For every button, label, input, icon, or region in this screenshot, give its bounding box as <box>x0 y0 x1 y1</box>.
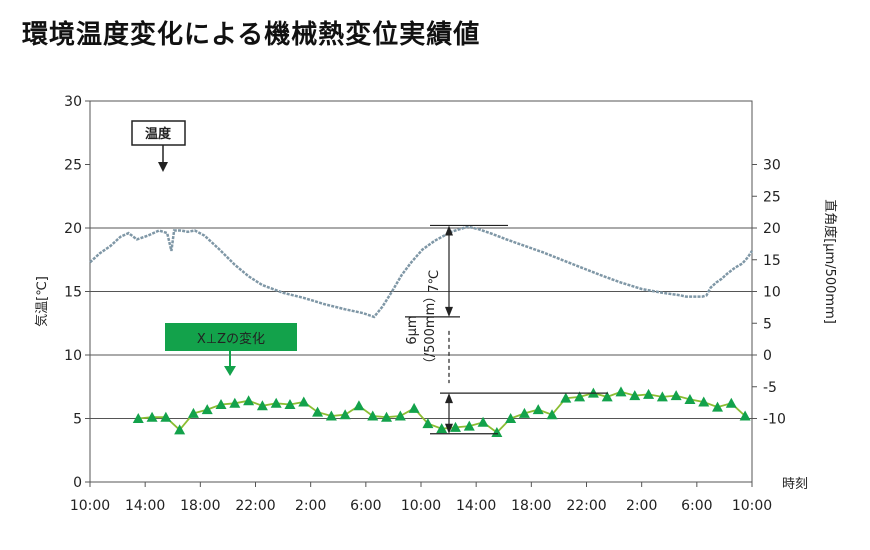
left-tick-label: 25 <box>64 158 82 174</box>
xz-data-point <box>256 400 268 411</box>
xz-data-point <box>243 395 255 406</box>
xz-data-point <box>491 426 503 437</box>
delta-disp-label-2: （/500mm） <box>423 290 438 371</box>
xz-data-point <box>684 393 696 404</box>
x-tick-label: 14:00 <box>456 498 496 514</box>
xz-data-point <box>132 413 144 423</box>
y-right-axis-label: 直角度[μm/500mm] <box>822 199 838 324</box>
xz-data-point <box>325 410 337 421</box>
xz-data-point <box>463 420 475 431</box>
delta-temp-label: 7℃ <box>427 270 442 293</box>
left-tick-label: 30 <box>64 94 82 110</box>
left-tick-label: 10 <box>64 348 82 364</box>
xz-data-point <box>146 411 158 422</box>
delta-temp-arrow-up <box>445 225 453 236</box>
xz-data-point <box>574 391 586 402</box>
xz-data-point <box>739 410 751 421</box>
left-tick-label: 0 <box>73 475 82 491</box>
page-title: 環境温度変化による機械熱変位実績値 <box>22 20 481 50</box>
xz-data-point <box>367 410 379 421</box>
right-tick-label: -5 <box>763 380 777 396</box>
xz-data-point <box>629 390 641 401</box>
x-tick-label: 18:00 <box>180 498 220 514</box>
xz-data-point <box>229 397 241 408</box>
xz-data-point <box>408 402 420 413</box>
xz-data-point <box>339 409 351 420</box>
left-tick-label: 5 <box>73 412 82 428</box>
xz-data-point <box>518 407 530 418</box>
xz-label-box <box>165 323 297 351</box>
x-tick-label: 22:00 <box>235 498 275 514</box>
xz-data-point <box>312 406 324 417</box>
xz-data-point <box>422 418 434 429</box>
xz-data-point <box>381 411 393 422</box>
xz-data-point <box>712 401 724 412</box>
left-tick-label: 15 <box>64 285 82 301</box>
left-tick-label: 20 <box>64 221 82 237</box>
xz-data-point <box>698 396 710 407</box>
xz-data-point <box>643 388 655 399</box>
delta-disp-arrow-up <box>445 393 453 404</box>
xz-data-point <box>201 404 213 415</box>
xz-data-point <box>284 399 296 410</box>
right-tick-label: 10 <box>763 285 781 301</box>
xz-label: X⊥Zの変化 <box>197 331 265 347</box>
x-tick-label: 6:00 <box>350 498 381 514</box>
right-tick-label: 20 <box>763 221 781 237</box>
xz-data-point <box>670 390 682 401</box>
right-tick-label: 5 <box>763 316 772 332</box>
xz-data-point <box>505 413 517 423</box>
x-tick-label: 2:00 <box>295 498 326 514</box>
xz-data-point <box>353 400 365 411</box>
x-tick-label: 2:00 <box>626 498 657 514</box>
right-tick-label: 25 <box>763 189 781 205</box>
right-tick-label: 0 <box>763 348 772 364</box>
temperature-label-box <box>131 120 186 146</box>
x-tick-label: 22:00 <box>566 498 606 514</box>
x-tick-label: 10:00 <box>401 498 441 514</box>
xz-data-point <box>394 410 406 421</box>
xz-arrow-head <box>224 366 236 376</box>
xz-data-point <box>449 421 461 432</box>
right-tick-label: 15 <box>763 253 781 269</box>
xz-data-point <box>560 392 572 403</box>
xz-data-point <box>615 386 627 397</box>
x-tick-label: 6:00 <box>681 498 712 514</box>
right-tick-label: 30 <box>763 158 781 174</box>
xz-data-point <box>725 397 737 408</box>
temperature-arrow-head <box>158 162 168 172</box>
xz-data-point <box>174 424 186 435</box>
x-tick-label: 18:00 <box>511 498 551 514</box>
xz-data-point <box>436 423 448 434</box>
xz-data-point <box>160 411 172 422</box>
x-tick-label: 10:00 <box>732 498 772 514</box>
xz-data-point <box>532 404 544 415</box>
xz-data-point <box>546 409 558 420</box>
xz-data-point <box>601 391 613 402</box>
xz-data-point <box>215 399 227 410</box>
x-tick-label: 14:00 <box>125 498 165 514</box>
xz-data-point <box>187 407 199 418</box>
y-left-axis-label: 気温[℃] <box>34 276 50 327</box>
x-tick-label: 10:00 <box>70 498 110 514</box>
temperature-series-line <box>89 225 754 319</box>
xz-data-point <box>270 397 282 408</box>
delta-disp-label-1: 6μm <box>405 315 420 344</box>
xz-data-point <box>477 416 489 427</box>
delta-temp-arrow-down <box>445 306 453 317</box>
temperature-label: 温度 <box>145 126 172 142</box>
xz-data-point <box>298 396 310 407</box>
x-axis-label: 時刻 <box>782 477 808 492</box>
right-tick-label: -10 <box>763 412 786 428</box>
delta-disp-arrow-down <box>445 423 453 434</box>
xz-data-point <box>656 391 668 402</box>
